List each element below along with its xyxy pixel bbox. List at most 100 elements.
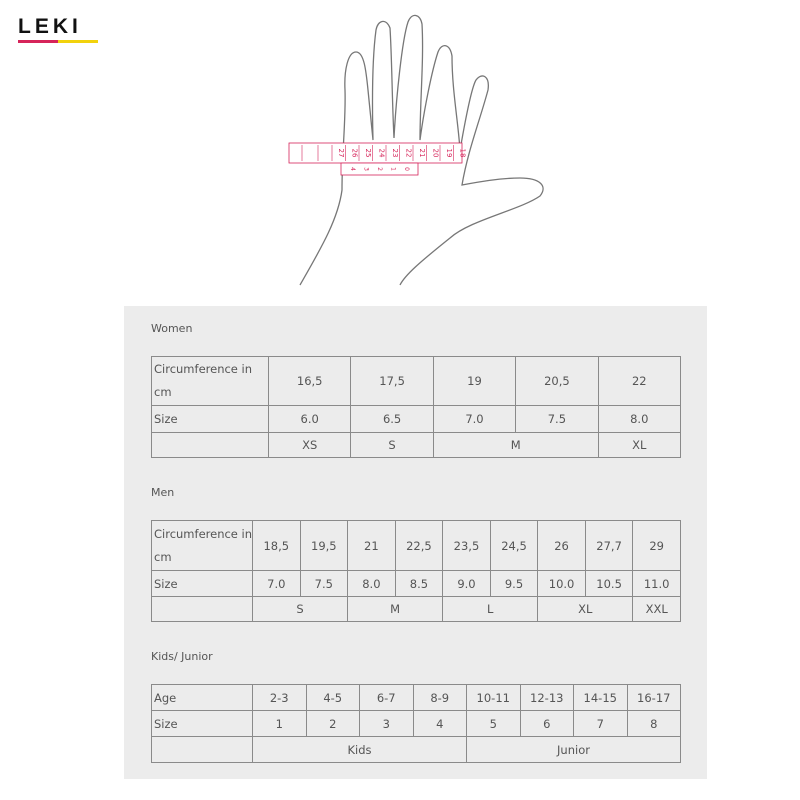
table-cell: 9.5 (489, 570, 539, 597)
table-cell: 16-17 (626, 684, 681, 711)
table-cell: 1 (252, 710, 307, 737)
kids-title: Kids/ Junior (151, 650, 213, 663)
hand-outline (299, 14, 544, 286)
table-cell: 23,5 (442, 520, 491, 571)
tape-sub-number: 3 (363, 167, 370, 171)
table-cell: 6.5 (350, 405, 434, 433)
table-cell: 2-3 (252, 684, 307, 711)
logo-stripe (18, 40, 98, 43)
table-cell: 12-13 (519, 684, 574, 711)
size-group-cell: S (350, 432, 434, 458)
table-cell: 27,7 (584, 520, 634, 571)
tape-number: 23 (391, 149, 399, 158)
table-cell: 26 (537, 520, 586, 571)
table-cell: 4 (412, 710, 467, 737)
row-label: Age (151, 684, 253, 711)
size-group-cell: Kids (252, 736, 467, 763)
table-cell: 20,5 (515, 356, 599, 406)
tape-number: 18 (459, 149, 467, 158)
size-group-cell: XL (537, 596, 634, 622)
row-label: Circumference in cm (151, 356, 269, 406)
size-group-cell: XXL (632, 596, 681, 622)
table-row: S M L XL XXL (151, 596, 681, 622)
women-title: Women (151, 322, 193, 335)
row-label: Size (151, 710, 253, 737)
men-title: Men (151, 486, 175, 499)
table-cell: 8-9 (412, 684, 467, 711)
table-row: Size 1 2 3 4 5 6 7 8 (151, 710, 681, 737)
tape-number: 21 (418, 149, 426, 158)
leki-logo: LEKI (18, 15, 102, 43)
tape-sub-number: 4 (349, 167, 356, 171)
row-label: Circumference in cm (151, 520, 253, 571)
table-cell: 9.0 (442, 570, 491, 597)
table-cell: 6-7 (359, 684, 414, 711)
size-group-cell: L (442, 596, 539, 622)
tape-sub-number: 2 (376, 167, 383, 171)
row-label (151, 596, 253, 622)
table-cell: 18,5 (252, 520, 301, 571)
row-label (151, 736, 253, 763)
table-cell: 3 (359, 710, 414, 737)
table-cell: 24,5 (489, 520, 539, 571)
table-cell: 10.5 (584, 570, 634, 597)
tape-number: 19 (445, 149, 453, 158)
size-group-cell: Junior (466, 736, 681, 763)
tape-number: 24 (378, 149, 386, 158)
table-row: Circumference in cm 16,5 17,5 19 20,5 22 (151, 356, 681, 406)
table-row: Age 2-3 4-5 6-7 8-9 10-11 12-13 14-15 16-17 (151, 684, 681, 711)
men-size-table: Circumference in cm 18,5 19,5 21 22,5 23,5 24,… (151, 520, 681, 622)
table-cell: 6 (519, 710, 574, 737)
size-group-cell: XS (267, 432, 352, 458)
women-size-table: Circumference in cm 16,5 17,5 19 20,5 22 Size 6… (151, 356, 681, 458)
tape-number: 27 (337, 149, 345, 158)
size-group-cell: S (251, 596, 349, 622)
table-cell: 21 (347, 520, 396, 571)
tape-number: 26 (351, 149, 359, 158)
table-cell: 16,5 (267, 356, 352, 406)
table-cell: 7.5 (515, 405, 599, 433)
table-cell: 8.0 (347, 570, 396, 597)
table-cell: 7.0 (432, 405, 517, 433)
table-row: Kids Junior (151, 736, 681, 763)
table-cell: 22 (597, 356, 681, 406)
table-row: Circumference in cm 18,5 19,5 21 22,5 23,5 24,… (151, 520, 681, 571)
table-cell: 17,5 (350, 356, 434, 406)
table-cell: 4-5 (305, 684, 360, 711)
table-cell: 11.0 (632, 570, 681, 597)
row-label (151, 432, 269, 458)
table-cell: 8.0 (597, 405, 681, 433)
hand-measurement-illustration: 27 26 25 24 23 22 21 20 19 184 3 2 1 0 (288, 14, 544, 286)
table-cell: 8 (626, 710, 681, 737)
size-group-cell: M (347, 596, 444, 622)
kids-size-table: Age 2-3 4-5 6-7 8-9 10-11 12-13 14-15 16-17 Size 1… (151, 684, 681, 763)
table-row: Size 6.0 6.5 7.0 7.5 8.0 (151, 405, 681, 433)
tape-number: 25 (364, 149, 372, 158)
table-cell: 14-15 (573, 684, 628, 711)
row-label: Size (151, 405, 269, 433)
table-row: Size 7.0 7.5 8.0 8.5 9.0 9.5 10.0 10.5 11.0 (151, 570, 681, 597)
table-cell: 19 (432, 356, 517, 406)
table-row: XS S M XL (151, 432, 681, 458)
table-cell: 7.5 (299, 570, 349, 597)
table-cell: 5 (466, 710, 521, 737)
table-cell: 7.0 (252, 570, 301, 597)
table-cell: 6.0 (267, 405, 352, 433)
table-cell: 8.5 (394, 570, 444, 597)
table-cell: 10-11 (466, 684, 521, 711)
table-cell: 2 (305, 710, 360, 737)
table-cell: 10.0 (537, 570, 586, 597)
size-group-cell: XL (597, 432, 681, 458)
tape-number: 20 (432, 149, 440, 158)
tape-number: 22 (405, 149, 413, 158)
table-cell: 22,5 (394, 520, 444, 571)
table-cell: 19,5 (299, 520, 349, 571)
row-label: Size (151, 570, 253, 597)
size-group-cell: M (432, 432, 599, 458)
table-cell: 7 (573, 710, 628, 737)
tape-sub-number: 1 (390, 167, 397, 171)
measuring-tape: 27 26 25 24 23 22 21 20 19 184 3 2 1 0 (288, 142, 467, 176)
table-cell: 29 (632, 520, 681, 571)
logo-text: LEKI (18, 15, 82, 38)
tape-sub-number: 0 (403, 167, 410, 171)
